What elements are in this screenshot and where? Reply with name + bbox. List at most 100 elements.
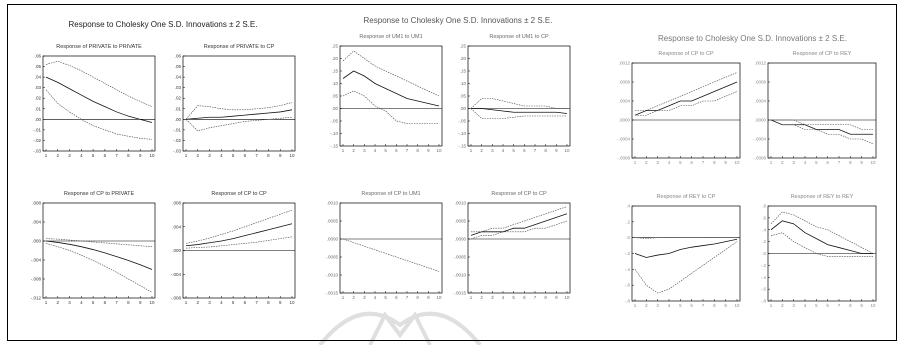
x-tick-label: 6 xyxy=(244,300,247,305)
y-tick-label: -.004 xyxy=(171,272,182,277)
y-tick-label: .03 xyxy=(175,85,182,90)
irf-chart: .4 .2 .0 -.2 -.4 -.6 -.81 2 3 4 5 6 7 8 9 10 xyxy=(625,204,741,308)
x-tick-label: 5 xyxy=(512,295,515,300)
figure-frame xyxy=(7,4,897,341)
x-tick-label: 8 xyxy=(267,300,270,305)
x-tick-label: 1 xyxy=(770,160,773,165)
irf-panel-rey-rey: Response of REY to REY .8 .6 .4 .2 .0 -.2 -.4 -… xyxy=(761,194,877,308)
x-tick-label: 4 xyxy=(804,303,807,308)
y-tick-label: -.0015 xyxy=(453,291,466,296)
irf-chart: .25 .20 .15 .10 .05 .00 -.05 -.10 -.15 1 2 3 4 5 6 7 8 9 1… xyxy=(458,44,571,153)
x-tick-label: 1 xyxy=(185,300,188,305)
y-tick-label: .06 xyxy=(175,54,182,59)
y-tick-label: .25 xyxy=(460,44,467,49)
y-tick-label: .02 xyxy=(35,96,42,101)
x-tick-label: 1 xyxy=(342,295,345,300)
confidence-band-line xyxy=(185,102,293,120)
x-tick-label: 1 xyxy=(470,295,473,300)
y-tick-label: .15 xyxy=(460,69,467,74)
x-tick-label: 3 xyxy=(208,300,211,305)
x-tick-label: 10 xyxy=(289,153,295,158)
x-tick-label: 10 xyxy=(870,160,876,165)
y-tick-label: .02 xyxy=(175,96,182,101)
y-tick-label: .000 xyxy=(172,248,181,253)
y-tick-label: .00 xyxy=(35,117,42,122)
y-tick-label: .00 xyxy=(332,106,339,111)
x-tick-label: 8 xyxy=(127,153,130,158)
irf-panel-rey-cp: Response of REY to CP .4 .2 .0 -.2 -.4 -.6 -.8… xyxy=(625,194,741,308)
x-tick-label: 3 xyxy=(792,303,795,308)
y-tick-label: .0 xyxy=(626,235,630,240)
plot-area xyxy=(339,45,443,147)
x-tick-label: 4 xyxy=(804,160,807,165)
confidence-band-line xyxy=(470,220,568,240)
x-tick-label: 6 xyxy=(826,160,829,165)
y-tick-label: .0005 xyxy=(327,219,339,224)
irf-chart: .8 .6 .4 .2 .0 -.2 -.4 -.6 -.81 2 3 4 5 6 7 8 9 10 xyxy=(761,204,877,308)
confidence-band-line xyxy=(770,119,874,145)
group-title: Response to Cholesky One S.D. Innovation… xyxy=(68,20,258,29)
x-tick-label: 8 xyxy=(416,148,419,153)
y-tick-label: .0 xyxy=(762,251,766,256)
x-tick-label: 6 xyxy=(523,295,526,300)
plot-area xyxy=(767,62,877,159)
x-tick-label: 2 xyxy=(781,160,784,165)
x-tick-label: 9 xyxy=(279,300,282,305)
y-tick-label: .20 xyxy=(332,56,339,61)
confidence-band-line xyxy=(342,50,440,97)
confidence-band-line xyxy=(342,238,440,272)
irf-panel-cp-um1: Response of CP to UM1 .0010 .0005 .0000 -.0… xyxy=(325,191,443,300)
y-tick-label: .05 xyxy=(175,64,182,69)
y-tick-label: -.0005 xyxy=(453,255,466,260)
irf-response-line xyxy=(471,108,568,114)
x-tick-label: 2 xyxy=(781,303,784,308)
x-tick-label: 6 xyxy=(244,153,247,158)
irf-response-line xyxy=(770,220,873,254)
panel-title: Response of REY to CP xyxy=(656,194,716,200)
x-tick-label: 6 xyxy=(826,303,829,308)
confidence-band-line xyxy=(770,232,873,257)
x-tick-label: 5 xyxy=(232,300,235,305)
y-tick-label: .0004 xyxy=(619,99,631,104)
y-tick-label: -.0004 xyxy=(617,137,630,142)
y-tick-label: .4 xyxy=(762,227,766,232)
y-tick-label: .0012 xyxy=(619,61,631,66)
x-tick-label: 7 xyxy=(255,153,258,158)
x-tick-label: 6 xyxy=(523,148,526,153)
y-tick-label: -.0010 xyxy=(325,273,338,278)
x-tick-label: 3 xyxy=(656,160,659,165)
plot-area xyxy=(467,45,571,147)
y-tick-label: -.0010 xyxy=(453,273,466,278)
panel-title: Response of CP to PRIVATE xyxy=(63,191,135,197)
y-tick-label: -.2 xyxy=(625,251,631,256)
confidence-band-line xyxy=(771,119,873,130)
irf-chart: .06 .05 .04 .03 .02 .01 .00 -.01 -.02 -.03 1 2 3 4 5 6 7… xyxy=(173,54,296,158)
plot-area xyxy=(182,55,296,152)
confidence-band-line xyxy=(185,209,293,244)
irf-response-line xyxy=(185,109,293,120)
y-tick-label: .004 xyxy=(32,220,41,225)
y-tick-label: .2 xyxy=(762,239,766,244)
y-tick-label: .8 xyxy=(762,204,766,209)
y-tick-label: .000 xyxy=(32,239,41,244)
x-tick-label: 9 xyxy=(427,295,430,300)
x-tick-label: 10 xyxy=(289,300,295,305)
irf-panel-cp-cp: Response of CP to CP .0010 .0005 .0000 -.00… xyxy=(453,191,571,300)
y-tick-label: -.0015 xyxy=(325,291,338,296)
panel-title: Response of CP to REY xyxy=(792,51,852,57)
panel-title: Response of PRIVATE to PRIVATE xyxy=(56,44,142,50)
x-tick-label: 7 xyxy=(406,148,409,153)
confidence-band-line xyxy=(185,116,293,132)
y-tick-label: .00 xyxy=(460,106,467,111)
x-tick-label: 7 xyxy=(406,295,409,300)
panel-title: Response of CP to CP xyxy=(211,191,267,197)
x-tick-label: 2 xyxy=(645,160,648,165)
x-tick-label: 9 xyxy=(139,300,142,305)
x-tick-label: 4 xyxy=(80,153,83,158)
y-tick-label: -.0008 xyxy=(617,156,630,161)
panel-title: Response of UM1 to UM1 xyxy=(359,34,423,40)
x-tick-label: 7 xyxy=(838,303,841,308)
x-tick-label: 7 xyxy=(115,300,118,305)
y-tick-label: .05 xyxy=(35,64,42,69)
x-tick-label: 8 xyxy=(849,303,852,308)
